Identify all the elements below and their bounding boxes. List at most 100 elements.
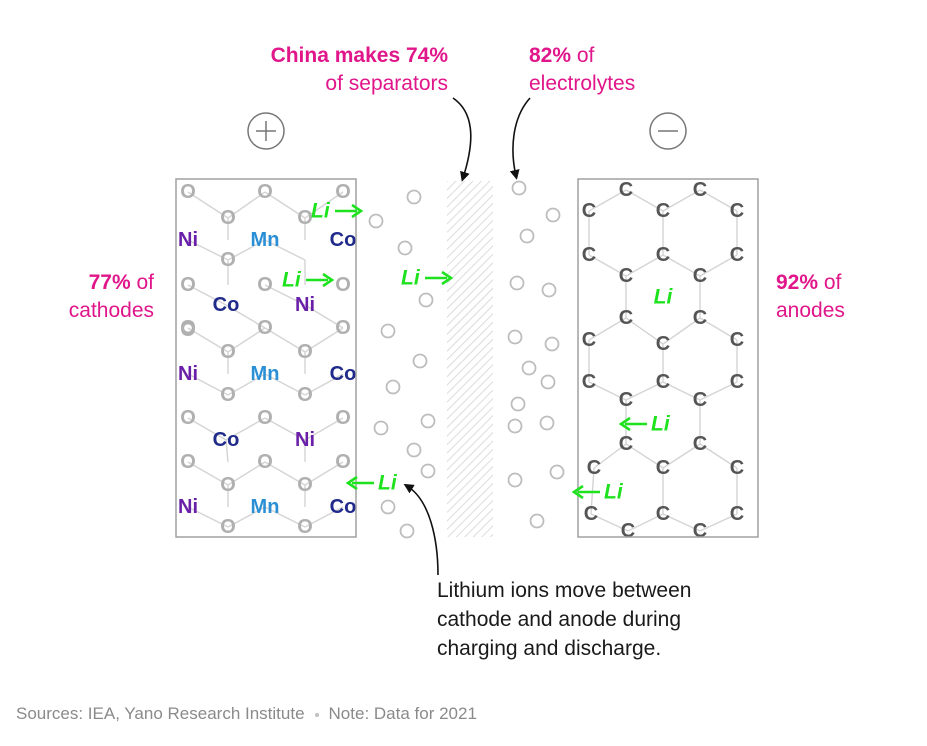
nickel-atom: Ni bbox=[178, 363, 198, 385]
electrolyte-ion bbox=[373, 420, 389, 436]
carbon-atom: C bbox=[730, 503, 744, 525]
oxygen-atom: O bbox=[180, 451, 196, 473]
lithium-ion: Li bbox=[654, 286, 674, 309]
carbon-atom: C bbox=[619, 389, 633, 411]
lithium-ion: Li bbox=[401, 267, 454, 290]
carbon-atom: C bbox=[730, 200, 744, 222]
cathodes-annotation: 77% of cathodes bbox=[40, 269, 154, 325]
oxygen-atom: O bbox=[257, 407, 273, 429]
separator-leader-arrow bbox=[452, 97, 472, 182]
electrolyte-ions bbox=[368, 180, 565, 539]
carbon-atom: C bbox=[619, 179, 633, 201]
carbon-atom: C bbox=[656, 244, 670, 266]
oxygen-atom: O bbox=[180, 274, 196, 296]
lithium-label: Li bbox=[604, 481, 624, 504]
electrolyte-ion bbox=[545, 207, 561, 223]
carbon-atom: C bbox=[656, 457, 670, 479]
anodes-of: of bbox=[818, 271, 842, 294]
carbon-atom: C bbox=[693, 520, 707, 542]
cobalt-atom: Co bbox=[213, 294, 240, 316]
caption-line-2: cathode and anode during bbox=[437, 608, 682, 631]
lithium-label: Li bbox=[378, 472, 398, 495]
separator-dot bbox=[314, 712, 319, 717]
carbon-atom: C bbox=[582, 244, 596, 266]
oxygen-atom: O bbox=[297, 474, 313, 496]
electrolyte-ion bbox=[507, 329, 523, 345]
oxygen-atom: O bbox=[180, 319, 196, 341]
lithium-label: Li bbox=[401, 267, 421, 290]
cobalt-atom: Co bbox=[213, 429, 240, 451]
oxygen-atom: O bbox=[257, 274, 273, 296]
anodes-label: anodes bbox=[776, 299, 845, 322]
cathode-frame bbox=[175, 178, 357, 538]
oxygen-atom: O bbox=[297, 207, 313, 229]
caption-leader-arrow bbox=[403, 483, 439, 576]
anodes-stat: 92% bbox=[776, 271, 819, 294]
oxygen-atom: O bbox=[257, 317, 273, 339]
footer: Sources: IEA, Yano Research Institute Not… bbox=[16, 704, 477, 724]
electrolyte-ion bbox=[420, 463, 436, 479]
carbon-atom: C bbox=[693, 433, 707, 455]
carbon-atom: C bbox=[693, 307, 707, 329]
nickel-atom: Ni bbox=[295, 429, 315, 451]
electrolyte-ion bbox=[418, 292, 434, 308]
cobalt-atom: Co bbox=[330, 229, 357, 251]
caption-line-3: charging and discharge. bbox=[437, 637, 662, 660]
carbon-atom: C bbox=[656, 200, 670, 222]
electrolyte-ion bbox=[511, 180, 527, 196]
electrolytes-stat: 82% bbox=[529, 44, 572, 67]
electrolyte-ion bbox=[539, 415, 555, 431]
electrolyte-ion bbox=[368, 213, 384, 229]
oxygen-atom: O bbox=[335, 407, 351, 429]
electrolyte-ion bbox=[406, 189, 422, 205]
carbon-atom: C bbox=[619, 433, 633, 455]
carbon-atom: C bbox=[730, 457, 744, 479]
electrolyte-leader-arrow bbox=[509, 97, 531, 180]
positive-terminal-icon bbox=[247, 112, 285, 150]
lithium-ion: Li bbox=[618, 413, 671, 436]
oxygen-atom: O bbox=[335, 317, 351, 339]
electrolyte-ion bbox=[529, 513, 545, 529]
carbon-atom: C bbox=[730, 244, 744, 266]
lithium-label: Li bbox=[311, 200, 331, 223]
oxygen-atom: O bbox=[297, 516, 313, 538]
cobalt-atom: Co bbox=[330, 363, 357, 385]
oxygen-atom: O bbox=[257, 451, 273, 473]
caption: Lithium ions move between cathode and an… bbox=[437, 576, 691, 663]
carbon-atom: C bbox=[582, 200, 596, 222]
carbon-atom: C bbox=[693, 265, 707, 287]
oxygen-atom: O bbox=[220, 249, 236, 271]
manganese-atom: Mn bbox=[251, 496, 280, 518]
oxygen-atom: O bbox=[220, 207, 236, 229]
carbon-atom: C bbox=[582, 371, 596, 393]
note-text: Note: Data for 2021 bbox=[328, 704, 477, 723]
electrolytes-label: electrolytes bbox=[529, 72, 636, 95]
nickel-atom: Ni bbox=[178, 496, 198, 518]
cathodes-stat: 77% bbox=[88, 271, 131, 294]
electrolyte-ion bbox=[397, 240, 413, 256]
electrolyte-ion bbox=[519, 228, 535, 244]
lithium-label: Li bbox=[651, 413, 671, 436]
cathodes-of: of bbox=[130, 271, 154, 294]
manganese-atom: Mn bbox=[251, 363, 280, 385]
caption-line-1: Lithium ions move between bbox=[437, 579, 692, 602]
lithium-ions: Li Li Li Li Li Li Li bbox=[282, 200, 673, 504]
carbon-atom: C bbox=[587, 457, 601, 479]
anode-lattice: C CC C CC C CC CC CC C CC C CC CC CC C CC C CC C bbox=[582, 179, 744, 542]
oxygen-atom: O bbox=[297, 384, 313, 406]
oxygen-atom: O bbox=[220, 384, 236, 406]
electrolyte-ion bbox=[510, 396, 526, 412]
electrolytes-of: of bbox=[571, 44, 595, 67]
electrolyte-ion bbox=[507, 472, 523, 488]
electrolyte-ion bbox=[380, 499, 396, 515]
carbon-atom: C bbox=[693, 179, 707, 201]
carbon-atom: C bbox=[693, 389, 707, 411]
carbon-atom: C bbox=[621, 520, 635, 542]
electrolyte-ion bbox=[540, 374, 556, 390]
anodes-annotation: 92% of anodes bbox=[776, 269, 845, 325]
electrolyte-ion bbox=[507, 418, 523, 434]
carbon-atom: C bbox=[619, 265, 633, 287]
oxygen-atom: O bbox=[220, 474, 236, 496]
